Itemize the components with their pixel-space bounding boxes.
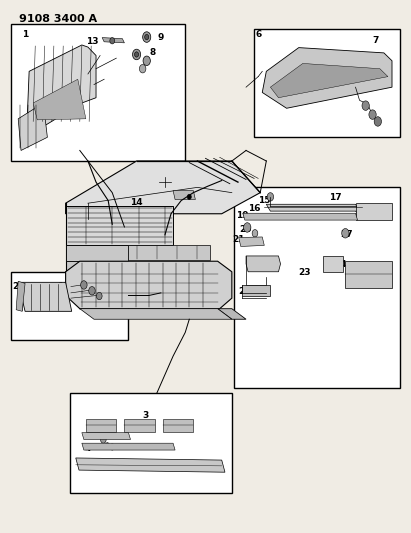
Circle shape: [105, 443, 109, 448]
Polygon shape: [163, 419, 193, 432]
Polygon shape: [82, 443, 175, 450]
Circle shape: [81, 281, 87, 289]
Text: 16: 16: [248, 204, 261, 213]
Polygon shape: [18, 103, 47, 150]
Circle shape: [145, 35, 149, 39]
Bar: [254, 29, 400, 138]
Polygon shape: [66, 261, 232, 309]
Text: 3: 3: [142, 411, 149, 420]
Text: 11: 11: [81, 282, 93, 291]
Circle shape: [369, 110, 376, 119]
Polygon shape: [16, 281, 25, 311]
Text: 17: 17: [329, 193, 342, 203]
Text: 25: 25: [351, 275, 364, 284]
Bar: [234, 188, 400, 388]
Bar: [11, 272, 129, 341]
Polygon shape: [66, 245, 129, 261]
Text: 24: 24: [334, 261, 347, 269]
Circle shape: [101, 436, 106, 443]
Polygon shape: [80, 309, 232, 319]
Polygon shape: [18, 282, 72, 311]
Polygon shape: [86, 419, 116, 432]
Polygon shape: [218, 309, 246, 319]
Circle shape: [252, 230, 258, 237]
Text: 21: 21: [232, 235, 245, 244]
Polygon shape: [82, 433, 131, 440]
Polygon shape: [262, 47, 392, 108]
Polygon shape: [129, 245, 210, 260]
Text: 8: 8: [150, 49, 156, 58]
Circle shape: [132, 49, 141, 60]
Circle shape: [362, 101, 369, 110]
Text: 22: 22: [259, 263, 272, 272]
Text: 20: 20: [239, 224, 252, 233]
Polygon shape: [242, 285, 270, 295]
Polygon shape: [66, 206, 173, 245]
Circle shape: [187, 194, 191, 199]
Polygon shape: [345, 261, 392, 288]
Circle shape: [134, 52, 139, 57]
Polygon shape: [356, 203, 392, 220]
Bar: [70, 393, 232, 494]
Polygon shape: [243, 213, 358, 220]
Bar: [11, 24, 185, 161]
Polygon shape: [66, 161, 260, 214]
Polygon shape: [76, 458, 225, 472]
Polygon shape: [125, 419, 155, 432]
Circle shape: [97, 292, 102, 300]
Text: 15: 15: [258, 196, 270, 205]
Text: 18: 18: [353, 211, 366, 219]
Text: 2: 2: [13, 282, 19, 291]
Polygon shape: [323, 256, 343, 272]
Circle shape: [139, 64, 146, 73]
Circle shape: [89, 287, 95, 295]
Polygon shape: [246, 256, 280, 272]
Text: 1: 1: [22, 30, 28, 39]
Polygon shape: [270, 63, 388, 98]
Text: 27: 27: [340, 230, 353, 239]
Text: 9: 9: [158, 33, 164, 42]
Text: 2: 2: [54, 84, 61, 93]
Text: 13: 13: [86, 37, 98, 46]
Text: 7: 7: [373, 36, 379, 45]
Text: 23: 23: [298, 268, 311, 277]
Circle shape: [374, 117, 381, 126]
Circle shape: [143, 56, 150, 66]
Text: 6: 6: [256, 30, 262, 39]
Circle shape: [342, 229, 349, 238]
Circle shape: [267, 192, 274, 201]
Circle shape: [110, 38, 115, 44]
Text: 14: 14: [130, 198, 143, 207]
Text: 19: 19: [236, 212, 249, 220]
Polygon shape: [102, 38, 125, 43]
Text: 26: 26: [238, 287, 251, 296]
Text: 1: 1: [169, 289, 175, 298]
Polygon shape: [173, 191, 195, 199]
Circle shape: [110, 443, 115, 450]
Polygon shape: [66, 261, 129, 272]
Text: 4: 4: [85, 445, 91, 454]
Polygon shape: [266, 204, 360, 211]
Text: 12: 12: [57, 282, 69, 291]
Polygon shape: [239, 237, 264, 246]
Polygon shape: [33, 79, 86, 120]
Text: 5: 5: [129, 464, 136, 472]
Polygon shape: [27, 45, 96, 132]
Circle shape: [143, 32, 151, 42]
Circle shape: [244, 223, 251, 232]
Text: 9108 3400 A: 9108 3400 A: [19, 14, 97, 25]
Text: 10: 10: [88, 294, 100, 303]
